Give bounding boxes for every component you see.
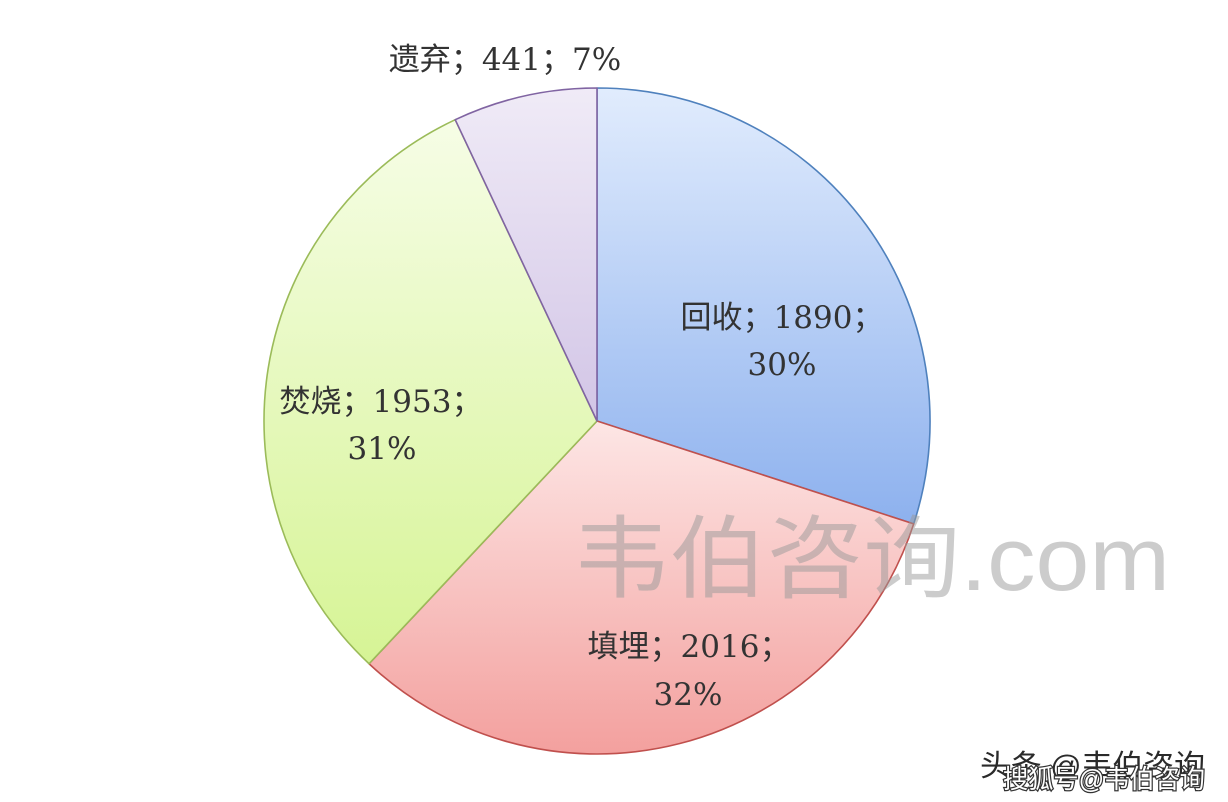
label-separator: ； xyxy=(541,42,572,78)
slice-label-incineration: 焚烧；1953； xyxy=(280,384,483,420)
label-separator: ； xyxy=(451,42,482,78)
slice-label-incineration-percent: 31% xyxy=(348,431,417,467)
slice-label-landfill: 填埋；2016； xyxy=(588,629,791,665)
slice-percent: 30% xyxy=(748,347,817,383)
slice-name: 回收 xyxy=(681,300,743,336)
site-watermark: 韦伯咨询.com xyxy=(573,510,1170,610)
label-separator: ； xyxy=(852,300,883,336)
slice-name: 填埋 xyxy=(588,629,650,665)
pie-labels: 回收；1890；30%填埋；2016；32%焚烧；1953；31%遗弃；441；… xyxy=(280,42,884,713)
slice-value: 2016 xyxy=(681,629,760,665)
slice-label-recycling: 回收；1890； xyxy=(681,300,884,336)
slice-label-discarded: 遗弃；441；7% xyxy=(389,42,621,78)
slice-name: 遗弃 xyxy=(389,42,451,78)
pie-slice-discarded xyxy=(454,87,598,422)
label-separator: ； xyxy=(451,384,482,420)
pie-slice-landfill xyxy=(368,420,915,755)
slice-name: 焚烧 xyxy=(280,384,342,420)
label-separator: ； xyxy=(743,300,774,336)
slice-label-recycling-percent: 30% xyxy=(748,347,817,383)
slice-value: 1890 xyxy=(774,300,853,336)
label-separator: ； xyxy=(650,629,681,665)
slice-value: 441 xyxy=(482,42,541,78)
label-separator: ； xyxy=(759,629,790,665)
pie-slice-incineration xyxy=(263,118,598,665)
label-separator: ； xyxy=(342,384,373,420)
slice-value: 1953 xyxy=(373,384,452,420)
sohu-watermark: 搜狐号@韦伯咨询 xyxy=(1003,764,1205,794)
slice-percent: 31% xyxy=(348,431,417,467)
pie-slices xyxy=(263,87,931,755)
slice-percent: 7% xyxy=(572,42,621,78)
slice-label-landfill-percent: 32% xyxy=(654,677,723,713)
slice-percent: 32% xyxy=(654,677,723,713)
toutiao-watermark: 头条 @韦伯咨询 xyxy=(980,750,1205,783)
pie-slice-recycling xyxy=(596,87,931,525)
